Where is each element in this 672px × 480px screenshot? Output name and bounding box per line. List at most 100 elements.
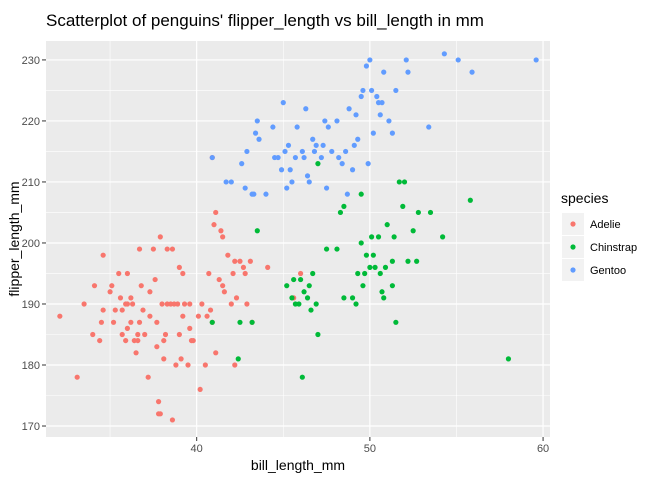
data-point — [372, 264, 378, 270]
data-point — [299, 148, 305, 155]
data-point — [157, 234, 163, 240]
y-tick-label: 230 — [22, 55, 40, 67]
data-point — [138, 283, 144, 289]
data-point — [187, 325, 193, 331]
series-gentoo — [209, 51, 539, 197]
data-point — [232, 258, 238, 264]
data-point — [142, 331, 148, 338]
data-point — [112, 307, 118, 313]
data-point — [393, 87, 399, 94]
data-point — [505, 356, 512, 362]
data-point — [178, 356, 184, 362]
data-point — [176, 264, 182, 270]
data-point — [362, 270, 368, 277]
data-point — [299, 374, 305, 380]
data-point — [136, 246, 143, 252]
data-point — [386, 118, 392, 124]
data-point — [220, 283, 226, 289]
data-point — [365, 161, 371, 167]
data-point — [147, 313, 153, 319]
x-tick-label: 60 — [537, 443, 549, 455]
data-point — [403, 57, 409, 63]
data-point — [355, 136, 361, 142]
series-chinstrap — [209, 161, 512, 380]
data-point — [152, 276, 158, 283]
data-point — [247, 258, 253, 264]
data-point — [369, 87, 375, 94]
data-point — [297, 276, 304, 283]
data-point — [405, 258, 411, 264]
data-point — [294, 124, 300, 130]
data-point — [195, 313, 202, 319]
data-point — [150, 246, 156, 252]
data-point — [124, 270, 131, 277]
data-point — [389, 283, 395, 289]
data-point — [100, 252, 106, 258]
data-point — [133, 350, 139, 356]
data-point — [225, 252, 231, 258]
data-point — [379, 289, 385, 295]
data-point — [98, 319, 105, 325]
data-point — [123, 337, 129, 344]
data-point — [297, 270, 304, 277]
data-point — [405, 69, 411, 75]
x-tick-label: 50 — [364, 443, 376, 455]
data-point — [117, 295, 124, 301]
data-point — [306, 179, 312, 185]
data-point — [296, 301, 302, 307]
y-tick-label: 210 — [22, 177, 40, 189]
data-point — [410, 228, 416, 234]
data-point — [223, 179, 229, 185]
data-point — [285, 142, 292, 148]
data-point — [235, 356, 241, 362]
data-point — [355, 270, 361, 277]
data-point — [116, 270, 122, 277]
data-point — [169, 246, 176, 252]
data-point — [358, 191, 364, 197]
data-point — [381, 295, 387, 301]
plot-panel — [46, 41, 550, 437]
data-point — [289, 179, 295, 185]
data-point — [74, 374, 80, 380]
data-point — [232, 362, 238, 368]
data-point — [344, 191, 350, 197]
data-point — [308, 307, 314, 313]
data-point — [135, 337, 141, 344]
data-point — [124, 301, 131, 307]
data-point — [358, 93, 364, 100]
data-point — [230, 270, 236, 277]
data-point — [393, 319, 399, 325]
data-point — [181, 301, 188, 307]
data-point — [353, 112, 359, 118]
data-point — [109, 283, 115, 289]
chart-title: Scatterplot of penguins' flipper_length … — [46, 11, 484, 30]
legend-key-gentoo — [570, 267, 576, 273]
data-point — [237, 258, 243, 264]
data-point — [242, 185, 248, 191]
data-point — [334, 118, 340, 124]
data-point — [164, 246, 170, 252]
data-point — [343, 148, 349, 155]
data-point — [303, 106, 309, 112]
data-point — [289, 295, 295, 301]
data-point — [206, 270, 212, 277]
data-point — [90, 331, 96, 338]
data-point — [315, 161, 321, 167]
data-point — [107, 289, 113, 295]
data-point — [209, 319, 215, 325]
legend-title: species — [561, 190, 608, 206]
data-point — [147, 289, 153, 295]
data-point — [128, 319, 134, 325]
data-point — [336, 154, 342, 161]
data-point — [363, 63, 370, 69]
data-point — [270, 124, 276, 130]
data-point — [244, 148, 250, 155]
data-point — [287, 167, 293, 173]
data-point — [414, 258, 420, 264]
data-point — [157, 411, 163, 417]
data-point — [252, 130, 259, 136]
data-point — [129, 301, 136, 307]
data-point — [381, 69, 387, 75]
data-point — [389, 130, 395, 136]
data-point — [199, 301, 205, 307]
